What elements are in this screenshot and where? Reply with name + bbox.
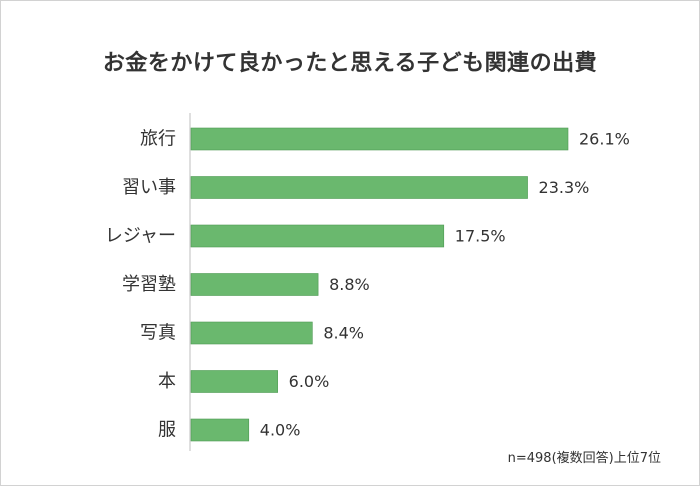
value-label-4: 8.8% [329, 275, 370, 294]
bar-5 [190, 321, 313, 345]
category-label-4: 学習塾 [122, 273, 176, 295]
bar-7 [190, 418, 250, 442]
value-label-5: 8.4% [323, 324, 364, 343]
chart-title: お金をかけて良かったと思える子ども関連の出費 [102, 51, 598, 76]
bar-1 [190, 127, 569, 151]
category-label-6: 本 [158, 371, 176, 392]
bar-6 [190, 370, 278, 393]
value-label-7: 4.0% [260, 421, 301, 440]
bar-3 [190, 224, 445, 248]
category-label-1: 旅行 [140, 129, 176, 150]
bar-2 [190, 176, 528, 199]
value-label-2: 23.3% [539, 178, 590, 197]
category-label-7: 服 [158, 420, 176, 441]
value-label-3: 17.5% [455, 227, 506, 246]
value-label-1: 26.1% [579, 130, 630, 149]
category-label-3: レジャー [105, 226, 176, 247]
bar-4 [190, 273, 319, 296]
value-label-6: 6.0% [289, 372, 330, 391]
category-label-5: 写真 [140, 323, 176, 344]
sample-note: n=498(複数回答)上位7位 [507, 451, 661, 466]
category-label-2: 習い事 [122, 177, 176, 198]
bars-group: 旅行 26.1% 習い事 23.3% レジャー 17.5% 学習塾 8.8% 写真 8.4% 本 6.… [105, 127, 630, 442]
